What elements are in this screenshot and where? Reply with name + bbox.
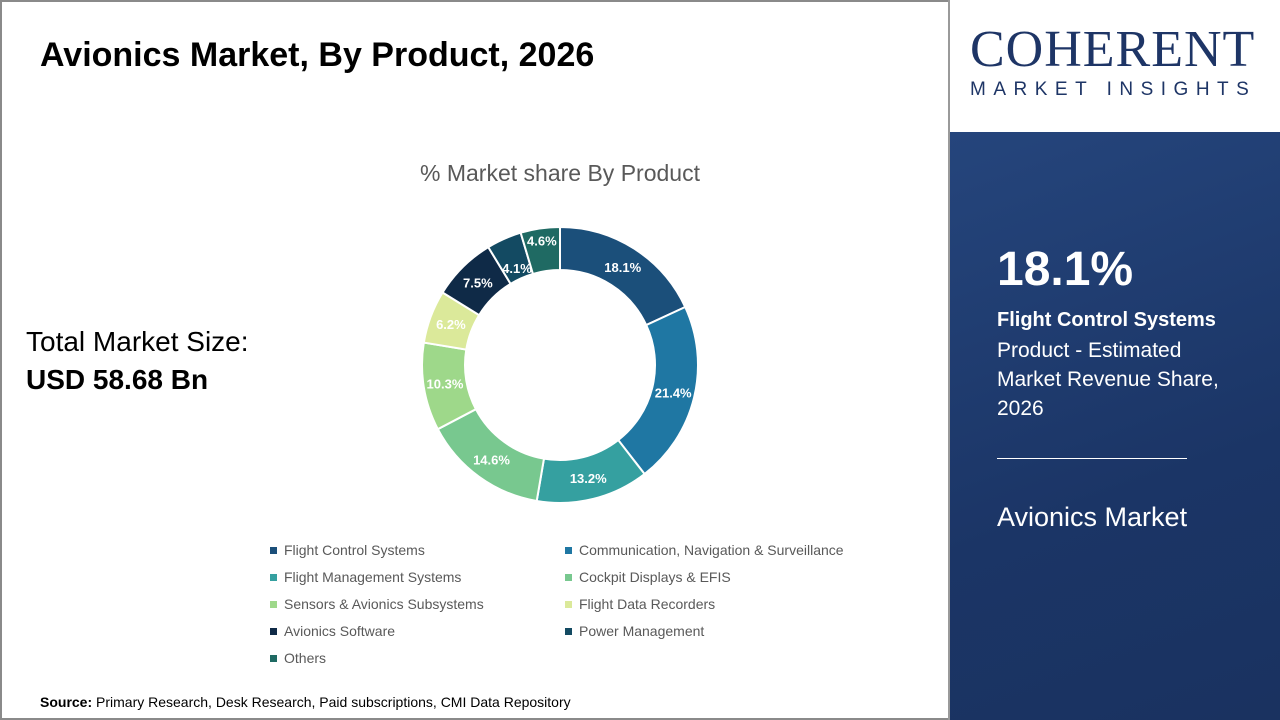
data-label: 13.2%	[570, 471, 607, 486]
data-label: 10.3%	[427, 377, 464, 392]
total-market-value: USD 58.68 Bn	[26, 364, 209, 395]
market-name: Avionics Market	[997, 502, 1188, 532]
legend-swatch	[565, 573, 572, 581]
logo-top: COHERENT	[970, 21, 1256, 78]
source-text: Primary Research, Desk Research, Paid su…	[92, 694, 571, 710]
logo-bottom: MARKET INSIGHTS	[970, 79, 1257, 100]
highlight-panel: 18.1% Flight Control Systems Product - E…	[950, 132, 1280, 720]
legend-swatch	[270, 573, 277, 581]
legend-item: Sensors & Avionics Subsystems	[270, 595, 565, 613]
logo: COHERENT MARKET INSIGHTS	[950, 0, 1280, 132]
source-label: Source:	[40, 694, 93, 710]
legend-item: Cockpit Displays & EFIS	[565, 568, 865, 586]
data-label: 4.1%	[502, 261, 532, 276]
legend-label: Cockpit Displays & EFIS	[579, 569, 731, 585]
legend-label: Communication, Navigation & Surveillance	[579, 542, 844, 558]
data-label: 6.2%	[436, 317, 466, 332]
legend-label: Avionics Software	[284, 623, 396, 639]
page-title: Avionics Market, By Product, 2026	[40, 36, 595, 74]
donut-slice	[519, 225, 561, 276]
legend-swatch	[270, 654, 277, 662]
donut-chart: 18.1% 21.4% 13.2% 14.6% 10.3% 6.2% 7.5% 4.1% 4.6…	[421, 225, 699, 504]
legend-item: Power Management	[565, 622, 865, 640]
legend-swatch	[270, 546, 277, 554]
legend-item: Flight Control Systems	[270, 541, 565, 559]
divider	[948, 0, 950, 720]
data-label: 7.5%	[463, 275, 493, 290]
legend-swatch	[565, 600, 572, 608]
data-label: 4.6%	[527, 233, 557, 248]
chart-legend: Flight Control Systems Communication, Nav…	[270, 541, 890, 667]
legend-item: Flight Management Systems	[270, 568, 565, 586]
kpi-value: 18.1%	[997, 243, 1134, 296]
legend-item: Flight Data Recorders	[565, 595, 865, 613]
legend-item: Others	[270, 649, 565, 667]
data-label: 21.4%	[655, 386, 692, 401]
legend-label: Flight Control Systems	[284, 542, 425, 558]
kpi-segment: Flight Control Systems	[997, 309, 1216, 331]
legend-item: Avionics Software	[270, 622, 565, 640]
legend-swatch	[270, 600, 277, 608]
panel-divider	[997, 458, 1187, 459]
legend-label: Power Management	[579, 623, 705, 639]
total-market-label: Total Market Size:	[26, 326, 249, 357]
legend-swatch	[270, 627, 277, 635]
data-label: 18.1%	[604, 260, 641, 275]
kpi-description: Product - Estimated Market Revenue Share…	[997, 339, 1219, 420]
chart-title: % Market share By Product	[420, 160, 700, 186]
data-label: 14.6%	[473, 452, 510, 467]
legend-item: Communication, Navigation & Surveillance	[565, 541, 865, 559]
legend-label: Sensors & Avionics Subsystems	[284, 596, 484, 612]
legend-label: Flight Data Recorders	[579, 596, 716, 612]
legend-swatch	[565, 546, 572, 554]
donut-slice	[559, 225, 687, 327]
legend-label: Flight Management Systems	[284, 569, 462, 585]
source-note: Source: Primary Research, Desk Research,…	[40, 694, 571, 710]
legend-label: Others	[284, 650, 327, 666]
legend-swatch	[565, 627, 572, 635]
